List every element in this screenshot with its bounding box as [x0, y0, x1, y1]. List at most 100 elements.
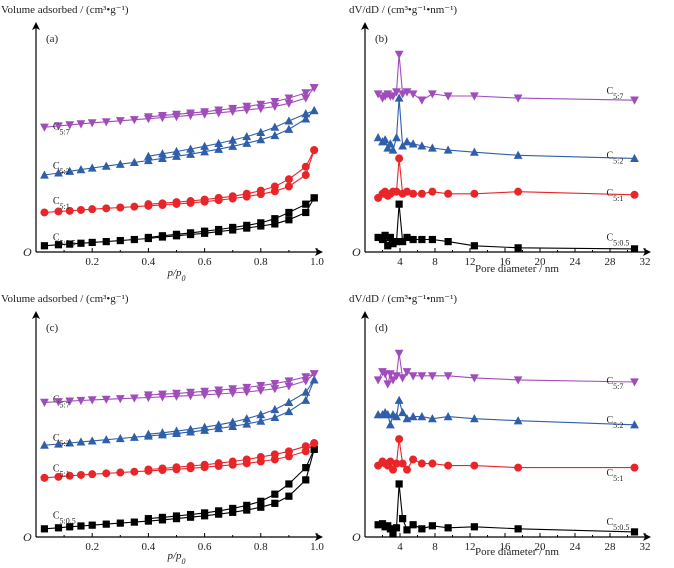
data-point [409, 235, 417, 244]
data-point [270, 122, 280, 131]
series-label: C5:7 [53, 121, 70, 136]
x-tick-label: 0.8 [254, 541, 268, 553]
data-point [229, 508, 237, 516]
data-point [144, 465, 153, 474]
data-point [443, 372, 453, 381]
data-point [386, 457, 395, 466]
data-point [200, 422, 209, 431]
data-point [54, 398, 63, 407]
data-point [302, 208, 310, 217]
data-point [40, 208, 49, 217]
data-point [200, 387, 209, 396]
data-point [158, 428, 167, 437]
series-line [377, 54, 635, 101]
series-line [378, 400, 635, 426]
data-point [302, 464, 310, 472]
x-tick-label: 4 [397, 256, 403, 268]
data-point [284, 116, 294, 125]
data-point [144, 151, 153, 160]
data-point [65, 206, 74, 215]
data-point [101, 395, 111, 404]
data-point [395, 480, 403, 488]
data-point [444, 461, 453, 470]
data-point [115, 159, 125, 168]
data-point [285, 492, 293, 500]
data-point [270, 379, 280, 389]
data-point [408, 412, 418, 421]
data-point [285, 216, 293, 224]
data-point [301, 171, 310, 180]
data-point [115, 117, 125, 126]
x-tick-label: 1.0 [310, 256, 324, 268]
x-tick-label: 24 [570, 256, 582, 268]
data-point [395, 200, 403, 208]
data-point [386, 233, 394, 242]
data-point [271, 220, 279, 228]
data-point [87, 396, 97, 405]
data-point [378, 235, 387, 244]
data-point [630, 463, 639, 472]
data-point [172, 146, 181, 156]
x-axis-label: p/p0 [166, 550, 185, 566]
data-point [172, 463, 181, 472]
data-point [65, 471, 74, 480]
series-label: C5:2 [53, 433, 70, 448]
data-point [214, 459, 223, 468]
data-point [76, 470, 85, 479]
x-tick-label: 24 [570, 541, 582, 553]
data-point [444, 189, 453, 198]
data-point [443, 92, 453, 101]
data-point [54, 472, 63, 481]
data-point [428, 187, 437, 196]
data-point [373, 90, 383, 99]
panel-d-pore-distribution: dV/dD / (cm³•g⁻¹•nm⁻¹) (d) O 4 8 12 16 20 24 28 32… [349, 293, 651, 558]
data-point [309, 370, 319, 379]
data-point [172, 512, 181, 520]
panel-c-isotherm: Volume adsorbed / (cm³•g⁻¹) (c) O 0.2 0.4 0.6… [1, 293, 324, 566]
data-point [389, 465, 397, 474]
data-point [270, 98, 280, 107]
data-point [214, 420, 224, 429]
data-point [284, 175, 293, 184]
x-tick-label: 8 [432, 541, 438, 553]
data-point [301, 442, 310, 451]
data-point [394, 349, 404, 358]
data-point [201, 227, 209, 235]
data-point [392, 187, 401, 196]
data-point [129, 116, 139, 125]
data-point [158, 153, 167, 162]
data-point [200, 147, 209, 156]
data-point [270, 130, 280, 140]
data-point [256, 382, 266, 391]
data-point [130, 467, 139, 476]
y-axis-label: dV/dD / (cm³•g⁻¹•nm⁻¹) [349, 4, 457, 16]
data-point [428, 459, 437, 468]
data-point [302, 200, 310, 208]
data-point [242, 414, 252, 423]
data-point [228, 104, 238, 114]
x-tick-label: 0.6 [198, 541, 212, 553]
data-point [256, 127, 266, 136]
data-point [284, 382, 294, 391]
data-point [186, 149, 195, 158]
data-point [427, 372, 437, 381]
x-tick-label: 0.4 [142, 256, 156, 268]
data-point [256, 186, 265, 195]
origin-label: O [352, 245, 361, 259]
data-point [428, 235, 436, 244]
origin-label: O [23, 245, 32, 259]
data-point [257, 503, 265, 511]
data-point [470, 461, 479, 470]
data-point [398, 407, 408, 417]
data-point [228, 417, 238, 426]
data-point [40, 398, 49, 407]
x-tick-label: 32 [640, 256, 651, 268]
data-point [256, 386, 266, 396]
data-point [444, 238, 452, 246]
data-point [403, 526, 411, 534]
data-point [228, 141, 238, 150]
data-point [116, 236, 124, 245]
data-point [87, 119, 97, 128]
data-point [301, 89, 311, 98]
